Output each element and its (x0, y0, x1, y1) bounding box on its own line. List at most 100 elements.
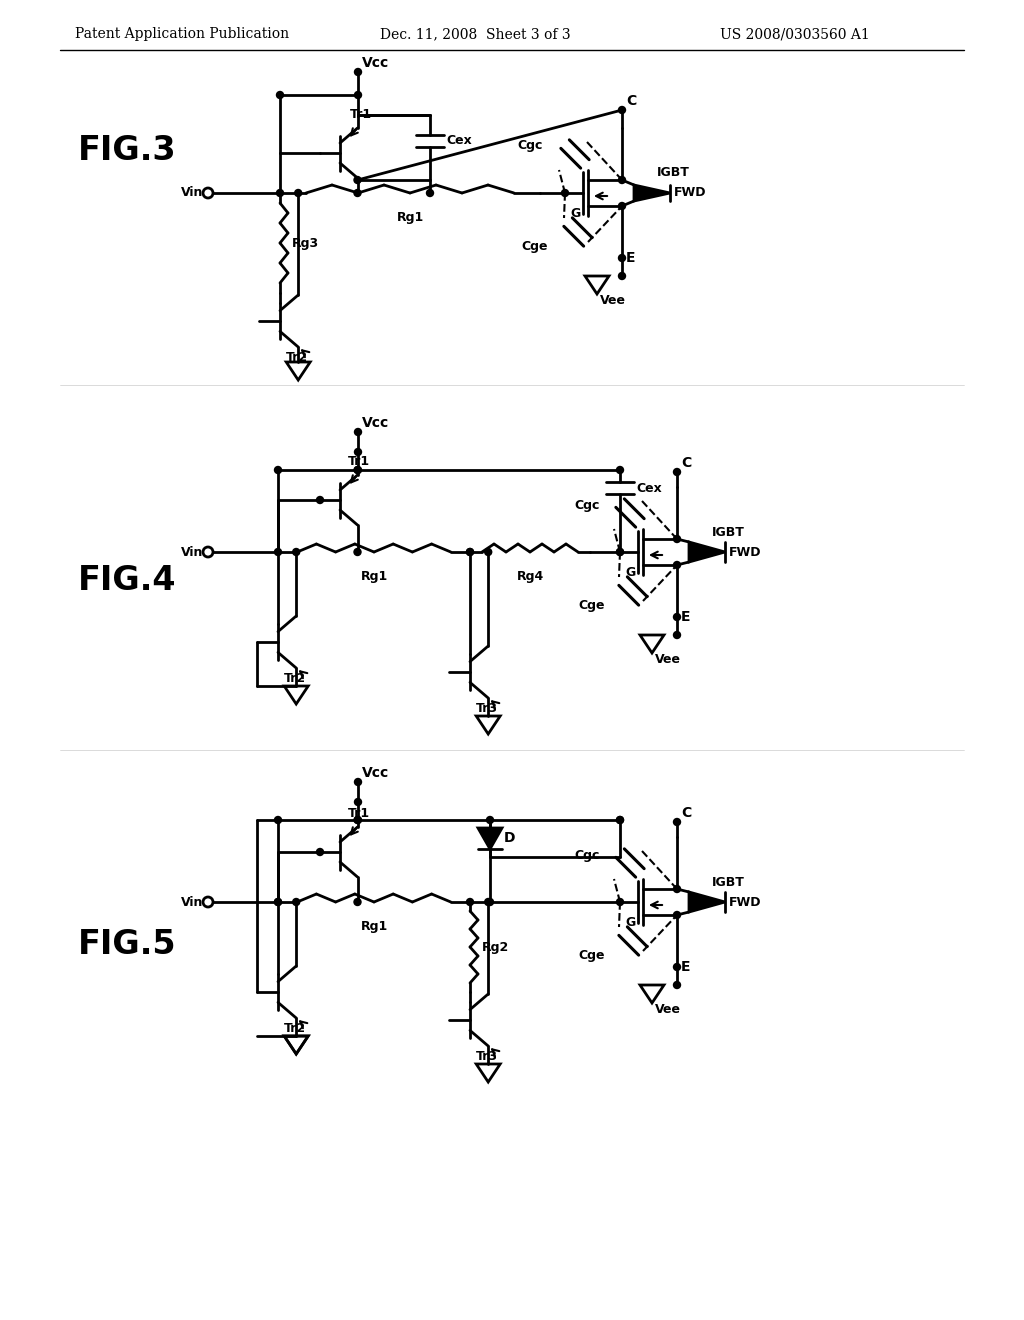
Text: E: E (681, 610, 690, 624)
Polygon shape (689, 892, 725, 912)
Circle shape (354, 429, 361, 436)
Text: Rg1: Rg1 (360, 920, 388, 933)
Circle shape (354, 817, 361, 824)
Circle shape (618, 107, 626, 114)
Text: Vee: Vee (655, 653, 681, 667)
Circle shape (274, 549, 282, 556)
Circle shape (561, 190, 568, 197)
Text: FWD: FWD (674, 186, 707, 199)
Circle shape (467, 549, 473, 556)
Circle shape (276, 91, 284, 99)
Text: Rg2: Rg2 (482, 940, 509, 953)
Circle shape (427, 190, 433, 197)
Circle shape (274, 466, 282, 474)
Circle shape (616, 549, 624, 556)
Circle shape (674, 631, 681, 639)
Text: Vee: Vee (600, 294, 626, 308)
Circle shape (674, 912, 681, 919)
Circle shape (354, 899, 361, 906)
Circle shape (467, 549, 473, 556)
Text: Rg4: Rg4 (516, 570, 544, 583)
Text: Tr2: Tr2 (284, 1022, 306, 1035)
Text: Rg1: Rg1 (396, 211, 424, 224)
Circle shape (486, 817, 494, 824)
Polygon shape (478, 828, 502, 849)
Circle shape (484, 899, 492, 906)
Circle shape (674, 886, 681, 892)
Circle shape (293, 549, 300, 556)
Text: FWD: FWD (729, 895, 762, 908)
Text: Tr3: Tr3 (476, 702, 498, 715)
Text: Vcc: Vcc (362, 766, 389, 780)
Circle shape (616, 466, 624, 474)
Circle shape (674, 818, 681, 825)
Circle shape (276, 190, 284, 197)
Circle shape (274, 899, 282, 906)
Text: Rg3: Rg3 (292, 236, 319, 249)
Circle shape (674, 536, 681, 543)
Circle shape (484, 549, 492, 556)
Circle shape (354, 466, 361, 474)
Text: Cgc: Cgc (574, 499, 600, 511)
Text: Cgc: Cgc (517, 140, 543, 153)
Text: G: G (570, 207, 581, 220)
Text: Tr1: Tr1 (348, 807, 370, 820)
Text: Dec. 11, 2008  Sheet 3 of 3: Dec. 11, 2008 Sheet 3 of 3 (380, 26, 570, 41)
Circle shape (618, 272, 626, 280)
Text: G: G (625, 566, 635, 579)
Circle shape (674, 982, 681, 989)
Circle shape (354, 817, 361, 824)
Text: Vcc: Vcc (362, 416, 389, 430)
Text: Cex: Cex (446, 133, 472, 147)
Circle shape (674, 964, 681, 970)
Circle shape (354, 69, 361, 75)
Polygon shape (689, 543, 725, 562)
Circle shape (354, 177, 361, 183)
Circle shape (354, 549, 361, 556)
Text: IGBT: IGBT (657, 166, 690, 180)
Text: D: D (504, 832, 515, 846)
Text: G: G (625, 916, 635, 929)
Circle shape (316, 849, 324, 855)
Text: Cex: Cex (636, 482, 662, 495)
Text: Patent Application Publication: Patent Application Publication (75, 26, 289, 41)
Text: Vin: Vin (180, 186, 203, 199)
Text: C: C (681, 455, 691, 470)
Text: E: E (681, 960, 690, 974)
Circle shape (274, 817, 282, 824)
Circle shape (354, 449, 361, 455)
Circle shape (674, 561, 681, 569)
Text: C: C (681, 807, 691, 820)
Text: Rg1: Rg1 (360, 570, 388, 583)
Circle shape (293, 899, 300, 906)
Circle shape (486, 899, 494, 906)
Circle shape (354, 799, 361, 805)
Text: Tr1: Tr1 (348, 455, 370, 469)
Text: Cge: Cge (579, 599, 605, 612)
Text: Tr1: Tr1 (350, 108, 372, 121)
Text: Vin: Vin (180, 895, 203, 908)
Text: Tr2: Tr2 (286, 351, 308, 364)
Text: IGBT: IGBT (712, 875, 744, 888)
Circle shape (616, 817, 624, 824)
Circle shape (616, 817, 624, 824)
Circle shape (295, 190, 302, 197)
Text: E: E (626, 251, 636, 265)
Circle shape (354, 466, 361, 474)
Text: Vin: Vin (180, 545, 203, 558)
Circle shape (467, 899, 473, 906)
Circle shape (354, 91, 361, 99)
Text: FIG.5: FIG.5 (78, 928, 176, 961)
Text: Cgc: Cgc (574, 849, 600, 862)
Circle shape (616, 549, 624, 556)
Text: Tr2: Tr2 (284, 672, 306, 685)
Circle shape (354, 779, 361, 785)
Polygon shape (634, 185, 670, 201)
Text: FIG.4: FIG.4 (78, 564, 176, 597)
Circle shape (316, 496, 324, 503)
Circle shape (274, 899, 282, 906)
Circle shape (674, 614, 681, 620)
Circle shape (618, 177, 626, 183)
Circle shape (618, 202, 626, 210)
Text: US 2008/0303560 A1: US 2008/0303560 A1 (720, 26, 869, 41)
